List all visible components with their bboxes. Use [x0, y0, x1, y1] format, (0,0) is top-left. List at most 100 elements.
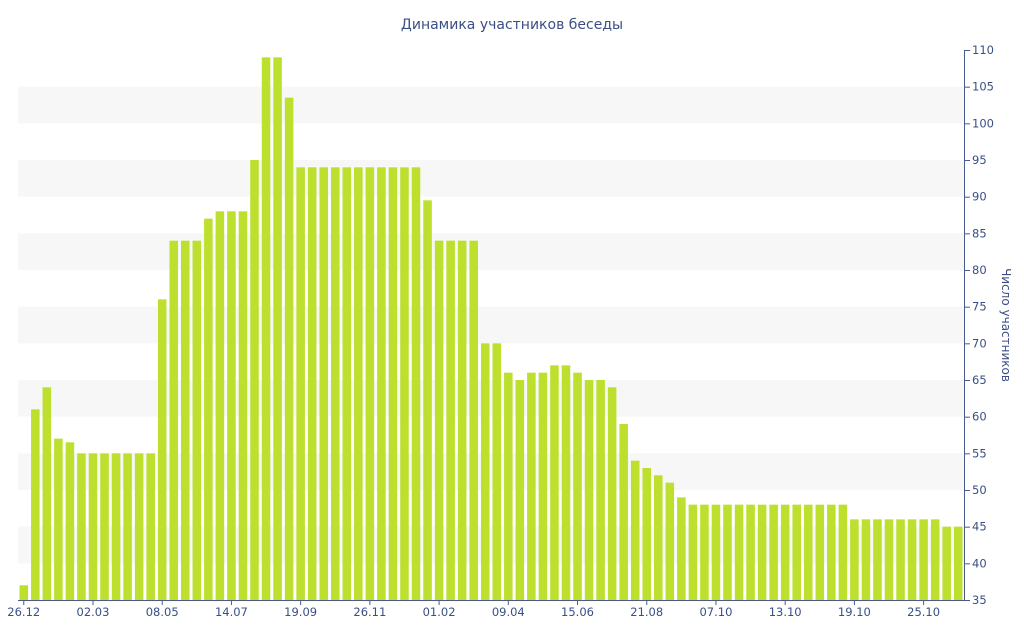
bar	[884, 519, 894, 600]
bar	[365, 167, 375, 601]
bar	[688, 504, 698, 600]
bar	[550, 365, 559, 600]
bar	[665, 482, 675, 600]
y-axis-title: Число участников	[999, 268, 1013, 382]
y-tick-label: 60	[972, 410, 987, 424]
bar	[792, 504, 801, 600]
x-tick-label: 02.03	[77, 605, 110, 619]
bar	[388, 167, 398, 601]
bar	[77, 453, 86, 600]
bar	[192, 240, 202, 600]
bar	[307, 167, 317, 601]
y-tick-label: 80	[972, 263, 987, 277]
bar	[100, 453, 109, 600]
bar	[423, 200, 432, 601]
bar	[942, 526, 951, 600]
bar	[873, 519, 882, 600]
y-tick-label: 85	[972, 226, 987, 240]
bar	[504, 372, 513, 600]
bar	[227, 211, 236, 601]
bar	[850, 519, 859, 600]
bar	[123, 453, 132, 600]
bar	[861, 519, 871, 600]
bar	[446, 240, 455, 600]
y-tick-label: 90	[972, 190, 987, 204]
grid-band	[18, 160, 964, 197]
bar	[65, 442, 75, 600]
bar	[111, 453, 121, 600]
bar	[953, 526, 963, 600]
bar	[480, 343, 490, 600]
chart-title: Динамика участников беседы	[401, 17, 623, 33]
bar	[757, 504, 767, 600]
bar	[654, 475, 663, 600]
bar	[584, 380, 594, 600]
grid-band	[18, 233, 964, 270]
bar	[538, 372, 548, 600]
bar	[342, 167, 352, 601]
bar	[573, 372, 582, 600]
x-tick-label: 19.09	[284, 605, 317, 619]
y-tick-label: 65	[972, 373, 987, 387]
bar	[157, 299, 167, 600]
bar	[642, 468, 652, 600]
x-tick-label: 26.11	[353, 605, 386, 619]
bar	[907, 519, 917, 600]
bar	[400, 167, 409, 601]
bar	[319, 167, 328, 601]
bar	[827, 504, 836, 600]
y-tick-label: 40	[972, 556, 987, 570]
bar	[42, 387, 52, 600]
y-tick-label: 50	[972, 483, 987, 497]
x-tick-label: 21.08	[630, 605, 663, 619]
bar	[561, 365, 571, 600]
x-tick-label: 14.07	[215, 605, 248, 619]
x-tick-label: 15.06	[561, 605, 594, 619]
x-tick-label: 07.10	[699, 605, 732, 619]
bar	[838, 504, 848, 600]
bar	[146, 453, 155, 600]
x-tick-label: 13.10	[769, 605, 802, 619]
bar	[215, 211, 225, 601]
bar	[354, 167, 363, 601]
y-tick-label: 75	[972, 300, 987, 314]
bar	[919, 519, 928, 600]
bar	[434, 240, 444, 600]
y-tick-label: 100	[972, 116, 994, 130]
bar	[181, 240, 190, 600]
bar	[204, 218, 213, 600]
bar	[411, 167, 421, 601]
x-tick-label: 09.04	[492, 605, 525, 619]
bar	[88, 453, 98, 600]
bar	[238, 211, 248, 601]
y-axis-ticks: 35 40 45 50 55 60 65 70 75 80 85 90 95 100 105 110	[964, 43, 994, 607]
y-tick-label: 110	[972, 43, 994, 57]
bar	[273, 57, 282, 601]
x-tick-label: 01.02	[423, 605, 456, 619]
bar	[780, 504, 790, 600]
bar	[700, 504, 709, 600]
bar-series	[19, 57, 963, 601]
bar	[377, 167, 386, 601]
bar	[469, 240, 478, 600]
bar	[711, 504, 721, 600]
bar	[596, 380, 605, 600]
bar	[815, 504, 825, 600]
y-tick-label: 55	[972, 446, 987, 460]
bar	[930, 519, 940, 600]
x-axis-ticks: 26.12 02.03 08.05 14.07 19.09 26.11 01.02 09.04…	[7, 600, 940, 619]
x-tick-label: 08.05	[146, 605, 179, 619]
x-tick-label: 25.10	[907, 605, 940, 619]
bar	[803, 504, 813, 600]
bar	[527, 372, 536, 600]
bar	[330, 167, 340, 601]
y-tick-label: 35	[972, 593, 987, 607]
bar	[769, 504, 778, 600]
bar	[492, 343, 502, 600]
bar	[734, 504, 744, 600]
y-tick-label: 105	[972, 80, 994, 94]
bar	[31, 409, 40, 600]
grid-band	[18, 86, 964, 124]
bar	[896, 519, 905, 600]
